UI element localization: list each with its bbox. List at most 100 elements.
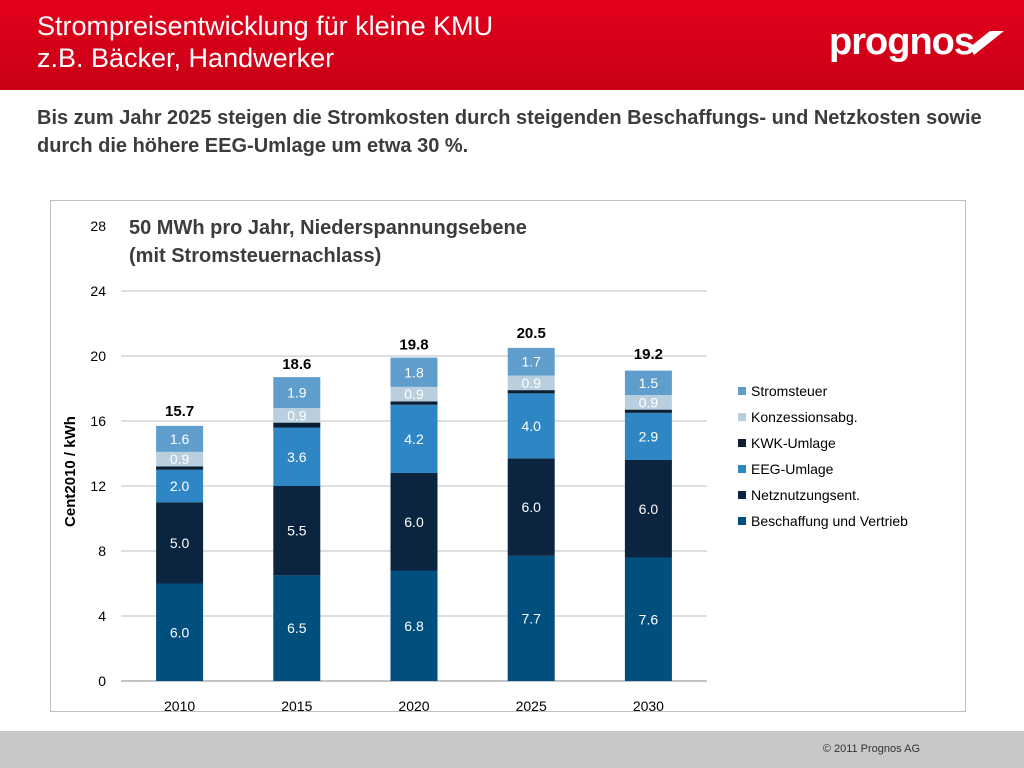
bar-segment-beschaffung-und-vertrieb-2030 <box>624 557 672 681</box>
data-label: 4.2 <box>404 431 424 447</box>
bar-segment-konzessionsabg--2030 <box>624 395 672 410</box>
y-tick-label: 28 <box>90 218 106 234</box>
x-tick-label: 2025 <box>516 698 547 711</box>
legend-swatch <box>738 387 746 395</box>
y-tick-label: 4 <box>98 608 106 624</box>
legend-label: KWK-Umlage <box>751 435 836 451</box>
x-tick-label: 2030 <box>633 698 664 711</box>
bar-segment-konzessionsabg--2010 <box>156 451 204 467</box>
bar-segment-eeg-umlage-2025 <box>507 393 555 459</box>
bar-segment-netznutzungsent--2020 <box>390 473 438 571</box>
data-label: 0.9 <box>170 451 190 467</box>
legend-label: Netznutzungsent. <box>751 487 860 503</box>
data-label: 1.6 <box>170 431 190 447</box>
bar-segment-netznutzungsent--2025 <box>507 458 555 556</box>
data-label: 7.6 <box>639 611 659 627</box>
x-tick-label: 2020 <box>398 698 429 711</box>
y-tick-label: 12 <box>90 478 106 494</box>
data-label: 1.7 <box>521 354 541 370</box>
y-tick-label: 0 <box>98 673 106 689</box>
stacked-bar-chart: 0 4 8 12 16 20 24 28 Cent2010 / kWh 50 MWh pro Ja… <box>62 217 908 711</box>
chart-subtitle: (mit Stromsteuernachlass) <box>129 245 381 267</box>
slide-title-line2: z.B. Bäcker, Handwerker <box>37 43 335 73</box>
bar-segment-stromsteuer-2025 <box>507 347 555 376</box>
prognos-logo: prognos <box>829 22 1004 62</box>
legend-label: EEG-Umlage <box>751 461 834 477</box>
legend-swatch <box>738 413 746 421</box>
x-tick-label: 2010 <box>164 698 195 711</box>
data-label: 2.9 <box>639 428 659 444</box>
bar-segment-netznutzungsent--2030 <box>624 460 672 558</box>
total-label: 15.7 <box>165 403 194 420</box>
y-axis-label: Cent2010 / kWh <box>62 416 79 527</box>
legend-label: Konzessionsabg. <box>751 409 858 425</box>
data-label: 6.5 <box>287 620 307 636</box>
data-label: 7.7 <box>521 610 541 626</box>
legend-swatch <box>738 465 746 473</box>
bar-segment-netznutzungsent--2010 <box>156 502 204 584</box>
data-label: 6.0 <box>170 624 190 640</box>
data-label: 5.0 <box>170 535 190 551</box>
bar-segment-beschaffung-und-vertrieb-2010 <box>156 583 204 681</box>
slide-title-line1: Strompreisentwicklung für kleine KMU <box>37 11 494 41</box>
bar-segment-konzessionsabg--2025 <box>507 375 555 391</box>
bar-segment-kwk-umlage-2030 <box>624 409 672 413</box>
bar-segment-netznutzungsent--2015 <box>273 486 321 576</box>
data-label: 6.0 <box>404 514 424 530</box>
data-label: 0.9 <box>521 375 541 391</box>
data-label: 3.6 <box>287 449 307 465</box>
total-label: 19.2 <box>634 346 663 363</box>
bar-segment-kwk-umlage-2020 <box>390 401 438 405</box>
footer-bar: © 2011 Prognos AG <box>0 731 1024 768</box>
data-label: 6.0 <box>639 501 659 517</box>
total-label: 18.6 <box>282 356 311 373</box>
bar-segment-konzessionsabg--2015 <box>273 408 321 423</box>
logo-wordmark: prognos <box>829 21 975 63</box>
bar-segment-kwk-umlage-2015 <box>273 422 321 428</box>
bar-segment-beschaffung-und-vertrieb-2020 <box>390 570 438 681</box>
y-tick-label: 20 <box>90 348 106 364</box>
bar-segment-stromsteuer-2030 <box>624 370 672 395</box>
legend-label: Stromsteuer <box>751 383 828 399</box>
data-label: 1.5 <box>639 375 659 391</box>
y-tick-label: 8 <box>98 543 106 559</box>
data-label: 1.8 <box>404 364 424 380</box>
slide-subtitle: Bis zum Jahr 2025 steigen die Stromkoste… <box>37 107 982 157</box>
bar-segment-stromsteuer-2015 <box>273 377 321 408</box>
bar-segment-eeg-umlage-2020 <box>390 404 438 473</box>
bar-segment-eeg-umlage-2010 <box>156 469 204 503</box>
data-label: 0.9 <box>639 394 659 410</box>
data-label: 0.9 <box>287 407 307 423</box>
data-label: 6.8 <box>404 618 424 634</box>
x-tick-label: 2015 <box>281 698 312 711</box>
slide-title: Strompreisentwicklung für kleine KMU z.B… <box>37 10 493 74</box>
y-tick-label: 16 <box>90 413 106 429</box>
bar-segment-konzessionsabg--2020 <box>390 386 438 402</box>
data-label: 6.0 <box>521 499 541 515</box>
legend-swatch <box>738 491 746 499</box>
legend-swatch <box>738 439 746 447</box>
data-label: 2.0 <box>170 478 190 494</box>
header-banner: Strompreisentwicklung für kleine KMU z.B… <box>0 0 1024 90</box>
copyright-text: © 2011 Prognos AG <box>822 743 920 755</box>
y-tick-label: 24 <box>90 283 106 299</box>
data-label: 5.5 <box>287 523 307 539</box>
bar-segment-beschaffung-und-vertrieb-2025 <box>507 555 555 681</box>
logo-swoosh-icon <box>970 31 1004 55</box>
bar-segment-kwk-umlage-2010 <box>156 466 204 470</box>
total-label: 19.8 <box>399 336 428 353</box>
legend-label: Beschaffung und Vertrieb <box>751 513 908 529</box>
bar-segment-kwk-umlage-2025 <box>507 390 555 394</box>
data-label: 0.9 <box>404 386 424 402</box>
data-label: 1.9 <box>287 385 307 401</box>
legend-swatch <box>738 517 746 525</box>
bar-segment-eeg-umlage-2015 <box>273 427 321 486</box>
bar-segment-beschaffung-und-vertrieb-2015 <box>273 575 321 681</box>
total-label: 20.5 <box>517 325 546 342</box>
data-label: 4.0 <box>521 418 541 434</box>
bar-segment-stromsteuer-2020 <box>390 357 438 387</box>
chart-title: 50 MWh pro Jahr, Niederspannungsebene <box>129 217 527 239</box>
bar-segment-eeg-umlage-2030 <box>624 412 672 460</box>
bar-segment-stromsteuer-2010 <box>156 425 204 452</box>
chart-frame: 0 4 8 12 16 20 24 28 Cent2010 / kWh 50 MWh pro Ja… <box>50 200 966 712</box>
